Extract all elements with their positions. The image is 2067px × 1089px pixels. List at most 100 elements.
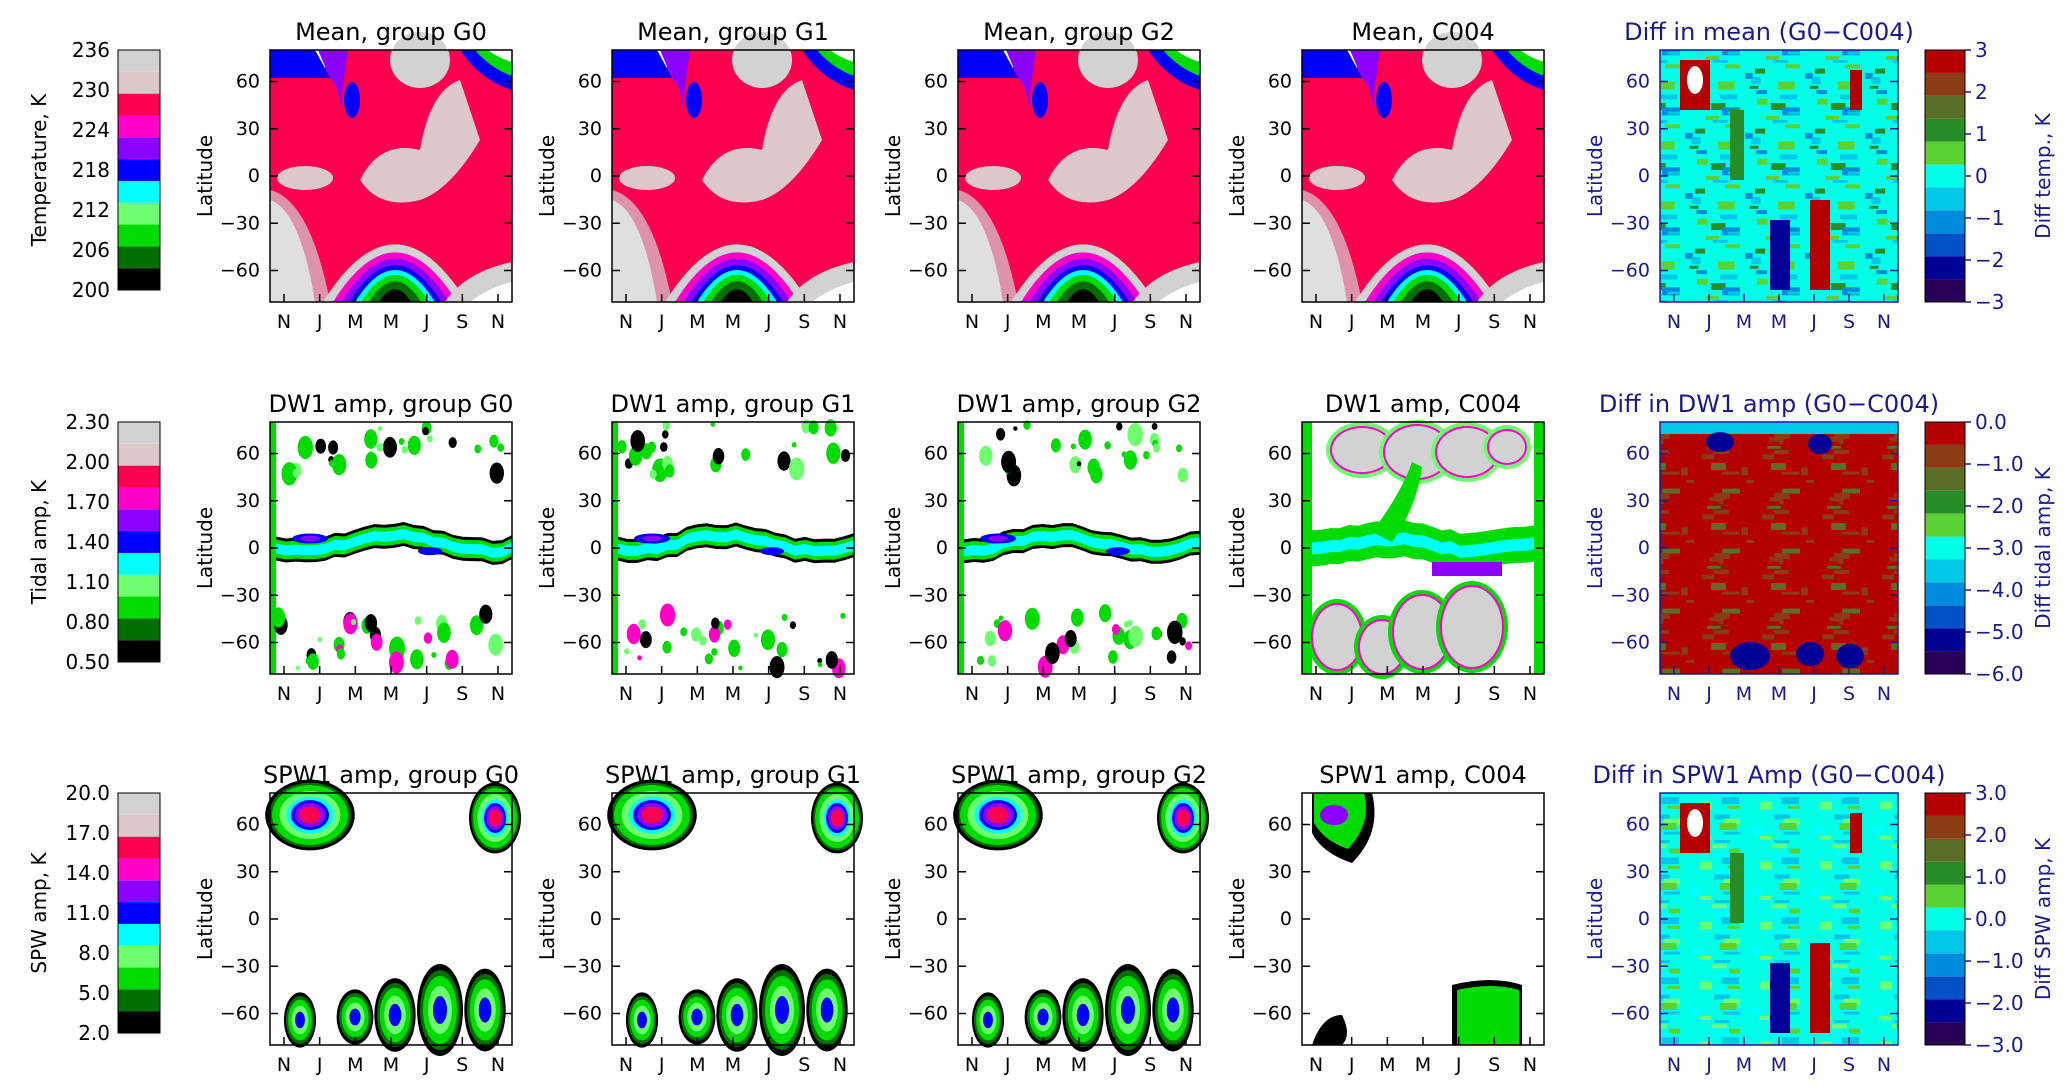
x-tick-label: N [1877, 683, 1891, 705]
panel-title: Mean, C004 [1351, 18, 1494, 46]
y-tick-label: −60 [1610, 260, 1650, 282]
panel-title: SPW1 amp, group G1 [605, 761, 861, 789]
x-tick-label: J [316, 311, 323, 333]
colorbar-tick-label: 206 [72, 238, 110, 262]
y-tick-label: 0 [936, 908, 948, 930]
y-tick-label: −60 [1252, 260, 1292, 282]
y-axis-label: Latitude [535, 878, 559, 960]
y-tick-label: −60 [562, 1003, 602, 1025]
x-tick-label: N [619, 311, 633, 333]
panel-title: Mean, group G1 [637, 18, 829, 46]
x-tick-label: S [1843, 1054, 1855, 1076]
x-tick-label: J [316, 1054, 323, 1076]
y-tick-label: 60 [924, 443, 948, 465]
x-tick-label: N [965, 311, 979, 333]
x-tick-label: N [1667, 683, 1681, 705]
panel-title: DW1 amp, C004 [1325, 390, 1521, 418]
x-tick-label: M [347, 683, 363, 705]
y-tick-label: −30 [220, 955, 260, 977]
y-tick-label: 0 [936, 165, 948, 187]
diff-colorbar-tick-label: 2 [1975, 80, 1988, 104]
panel-title: Mean, group G0 [295, 18, 487, 46]
y-tick-label: 30 [924, 861, 948, 883]
y-axis-label: Latitude [1225, 135, 1249, 217]
x-tick-label: J [658, 1054, 665, 1076]
x-tick-label: S [798, 683, 810, 705]
y-tick-label: 30 [924, 490, 948, 512]
x-tick-label: J [1111, 311, 1118, 333]
diff-colorbar-label: Diff temp., K [2031, 112, 2055, 238]
x-tick-label: N [1309, 1054, 1323, 1076]
field-spw1 [1302, 793, 1544, 1045]
colorbar-tick-label: 230 [72, 78, 110, 102]
y-tick-label: 30 [1626, 490, 1650, 512]
x-tick-label: M [1771, 683, 1787, 705]
y-tick-label: −30 [1610, 584, 1650, 606]
x-tick-label: N [1877, 311, 1891, 333]
y-tick-label: −60 [1252, 1003, 1292, 1025]
panel-title: Diff in SPW1 Amp (G0−C004) [1592, 761, 1945, 789]
x-tick-label: S [1488, 683, 1500, 705]
diff-colorbar-tick-label: −3.0 [1975, 1033, 2024, 1057]
y-tick-label: 30 [924, 118, 948, 140]
diff-field [1660, 422, 1898, 674]
x-tick-label: N [1179, 1054, 1193, 1076]
colorbar-tick-label: 236 [72, 38, 110, 62]
row-1: 2.30 2.00 1.70 1.40 1.10 0.80 0.50 Tidal amp, K… [27, 390, 2055, 705]
x-tick-label: J [1705, 311, 1712, 333]
y-tick-label: −60 [562, 260, 602, 282]
colorbar-tick-label: 2.30 [65, 410, 110, 434]
x-tick-label: S [456, 683, 468, 705]
colorbar-tick-label: 1.70 [65, 490, 110, 514]
x-tick-label: N [491, 311, 505, 333]
x-tick-label: M [689, 311, 705, 333]
x-tick-label: J [1348, 311, 1355, 333]
y-tick-label: 0 [936, 537, 948, 559]
y-axis-label: Latitude [1225, 507, 1249, 589]
colorbar-tick-label: 1.40 [65, 530, 110, 554]
x-tick-label: J [658, 311, 665, 333]
panel-title: Diff in mean (G0−C004) [1624, 18, 1914, 46]
x-tick-label: M [1035, 1054, 1051, 1076]
field-mean [612, 32, 854, 302]
diff-colorbar-label: Diff tidal amp, K [2031, 466, 2055, 629]
y-tick-label: 30 [1268, 861, 1292, 883]
panel: 60 30 0 −30 −60 N J M M J S N Latitude DW1 amp, group… [535, 390, 855, 705]
panel: 60 30 0 −30 −60 N J M M J S N Latitude DW1 amp, group… [193, 390, 513, 705]
x-tick-label: N [619, 683, 633, 705]
field-dw1 [1302, 420, 1544, 679]
diff-colorbar-tick-label: −2.0 [1975, 494, 2024, 518]
x-tick-label: M [725, 683, 741, 705]
y-axis-label: Latitude [1583, 507, 1607, 589]
x-tick-label: J [1455, 683, 1462, 705]
x-tick-label: M [725, 1054, 741, 1076]
x-tick-label: N [1877, 1054, 1891, 1076]
x-tick-label: S [798, 311, 810, 333]
x-tick-label: J [658, 683, 665, 705]
y-tick-label: 30 [578, 118, 602, 140]
x-tick-label: M [1071, 311, 1087, 333]
colorbar-tick-label: 17.0 [65, 821, 110, 845]
y-tick-label: 0 [590, 908, 602, 930]
x-tick-label: J [423, 683, 430, 705]
y-tick-label: −60 [220, 1003, 260, 1025]
y-tick-label: −60 [908, 632, 948, 654]
panel-title: Diff in DW1 amp (G0−C004) [1599, 390, 1939, 418]
y-tick-label: 30 [1268, 490, 1292, 512]
y-tick-label: 60 [236, 814, 260, 836]
colorbar-label: SPW amp, K [27, 852, 51, 974]
diff-colorbar-tick-label: 0.0 [1975, 410, 2007, 434]
colorbar-tick-label: 0.80 [65, 610, 110, 634]
y-tick-label: 30 [1626, 861, 1650, 883]
y-tick-label: −60 [1252, 632, 1292, 654]
diff-colorbar-tick-label: 3.0 [1975, 781, 2007, 805]
y-tick-label: −30 [908, 584, 948, 606]
y-tick-label: 0 [1280, 537, 1292, 559]
y-tick-label: −30 [1252, 212, 1292, 234]
y-tick-label: 0 [1638, 537, 1650, 559]
panel-title: DW1 amp, group G2 [957, 390, 1202, 418]
colorbar: 2.30 2.00 1.70 1.40 1.10 0.80 0.50 Tidal amp, K [27, 410, 161, 674]
